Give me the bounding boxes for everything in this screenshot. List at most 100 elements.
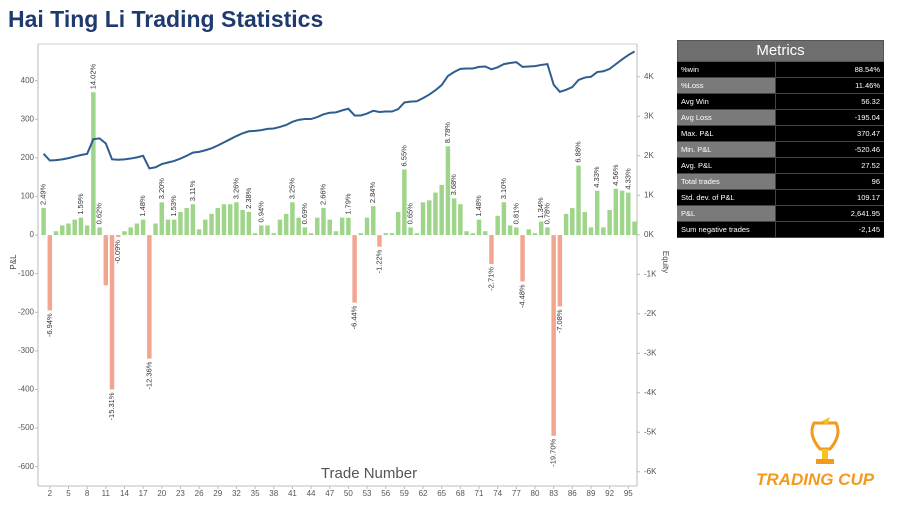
bar [66,223,71,236]
y2-tick-label: -6K [644,467,657,476]
bar [352,235,357,303]
bar [209,213,214,236]
bar-annotation: 1.48% [474,195,483,217]
x-tick-label: 44 [307,489,316,498]
bar [53,231,59,236]
metrics-row: P&L 2,641.95 [677,205,884,222]
bar [371,206,376,236]
bar [557,235,563,307]
bar [290,202,295,236]
bar-annotation: -15.31% [107,392,116,420]
bar [147,235,152,359]
metric-value: 109.17 [775,189,884,206]
y2-tick-label: -3K [644,348,657,357]
metric-value: 96 [775,173,884,190]
bar [203,219,208,236]
metrics-row: Avg Loss -195.04 [677,109,884,126]
bar [613,188,619,236]
metric-name: %win [677,62,776,78]
bar [570,208,575,236]
bar [339,217,345,236]
bar [221,204,227,236]
bar [277,219,283,236]
x-tick-label: 53 [363,489,372,498]
x-tick-label: 65 [437,489,446,498]
bar [563,213,569,236]
bar [626,192,631,236]
bar [190,204,196,236]
x-tick-label: 38 [269,489,278,498]
y2-tick-label: 1K [644,190,654,199]
bar [451,198,457,236]
x-tick-label: 2 [48,489,53,498]
bar [501,202,507,236]
equity-line [42,50,636,170]
metrics-table: %win 88.54% %Loss 11.46% Avg Win 56.32 Avg Los… [677,62,884,238]
bar [171,219,177,236]
metrics-row: Sum negative trades -2,145 [677,221,884,238]
metric-name: Min. P&L [677,141,776,158]
bar [433,192,438,236]
x-axis-title: Trade Number [321,465,417,482]
bar [196,229,202,236]
bar-annotation: 0.78% [542,203,551,225]
x-tick-label: 50 [344,489,353,498]
bar [302,227,308,236]
bar [427,200,432,236]
bar [532,233,538,236]
x-tick-label: 62 [419,489,428,498]
bar [458,204,463,236]
x-tick-label: 56 [381,489,390,498]
y2-tick-label: -4K [644,388,657,397]
bar-annotation: -1.22% [374,249,383,273]
bar [520,235,525,282]
metric-name: Avg Loss [677,109,776,126]
bar [140,219,146,236]
bar [184,208,189,236]
y-tick-label: 300 [21,114,35,123]
metrics-panel: Metrics %win 88.54% %Loss 11.46% Avg Win 56.3… [677,40,884,238]
x-tick-label: 29 [213,489,222,498]
bar-annotation: 1.59% [76,193,85,215]
metric-name: %Loss [677,77,776,94]
y2-tick-label: -2K [644,309,657,318]
metric-name: Avg Win [677,93,776,110]
metric-name: Avg. P&L [677,157,776,174]
bar [445,146,451,236]
bar [321,208,326,236]
chart: Hai Ting Li Trading Statistics P&L Equit… [8,6,670,498]
bar-annotation: 3.68% [449,174,458,196]
bar-annotation: 2.49% [39,183,48,205]
y-tick-label: 400 [21,76,35,85]
bar [265,225,270,236]
bar-annotation: 2.38% [244,187,253,209]
metric-name: Total trades [677,173,776,190]
x-tick-label: 23 [176,489,185,498]
bar [619,190,625,236]
bar-annotation: 14.02% [88,63,97,89]
y-tick-label: -400 [18,385,35,394]
bar [283,213,289,236]
bar [607,209,612,236]
metrics-row: Max. P&L 370.47 [677,125,884,142]
y-tick-label: 100 [21,192,35,201]
bar [495,215,500,236]
x-tick-label: 89 [587,489,596,498]
bar [246,211,252,236]
x-tick-label: 71 [475,489,484,498]
bar [153,223,158,236]
bar [545,227,550,236]
bar [507,225,513,236]
metrics-row: Std. dev. of P&L 109.17 [677,189,884,206]
bar [489,235,494,265]
metric-value: 56.32 [775,93,884,110]
y-tick-label: 0 [30,230,35,239]
metrics-row: %win 88.54% [677,62,884,78]
bar [315,217,320,236]
metric-value: -195.04 [775,109,884,126]
bar [72,219,77,236]
x-tick-label: 26 [195,489,204,498]
y-tick-label: 200 [21,153,35,162]
bar [308,233,314,236]
bar-annotation: 3.11% [188,180,197,201]
